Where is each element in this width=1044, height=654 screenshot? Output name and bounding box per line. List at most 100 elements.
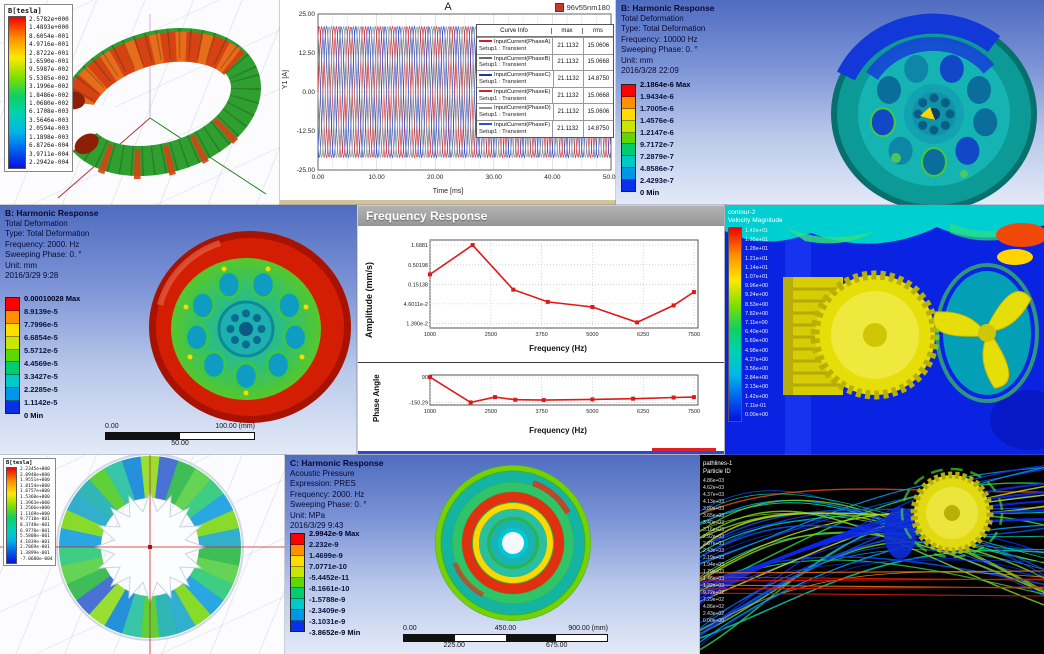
info-line: Expression: PRES xyxy=(290,479,356,488)
legend-value: 3.40e+03 xyxy=(703,520,724,526)
legend-value: 3.65e+03 xyxy=(703,513,724,519)
acoustic-pressure-panel: C: Harmonic Response Acoustic Pressure Exp… xyxy=(284,454,701,654)
info-line: Sweeping Phase: 0. ° xyxy=(5,250,82,259)
colorbar xyxy=(290,533,305,632)
info-line: Sweeping Phase: 0. ° xyxy=(290,500,367,509)
legend-value: 4.27e+00 xyxy=(745,356,769,363)
window-body: Amplitude (mm/s) 1.6881 0.50198 0.15138 4.6… xyxy=(358,226,724,454)
legend-value: 2.2345e+000 xyxy=(20,467,50,472)
frequency-response-window: Frequency Response Amplitude (mm/s) 1.68… xyxy=(356,204,726,456)
legend-value: 3.5646e-003 xyxy=(29,116,69,124)
info-line: Frequency: 2000. Hz xyxy=(290,489,365,499)
legend-value: 1.8486e-002 xyxy=(29,91,69,99)
legend-value: 1.3899e-001 xyxy=(20,550,50,556)
legend-value: -7.0680e-004 xyxy=(20,556,53,562)
plot-window-icon xyxy=(554,3,564,12)
series-setup: Setup1 : Transient xyxy=(479,78,527,85)
svg-text:30.00: 30.00 xyxy=(486,174,503,181)
svg-text:25.00: 25.00 xyxy=(299,11,316,18)
legend-value: 1.21e+01 xyxy=(745,255,769,262)
field-legend: B[tesla] 2.5782e+000 1.4893e+000 8.6054e-0… xyxy=(4,4,73,172)
legend-value: 8.6054e-001 xyxy=(29,32,69,40)
legend-value: 2.7869e-001 xyxy=(20,545,50,551)
legend-value: 2.67e+03 xyxy=(703,541,724,547)
svg-text:0.50198: 0.50198 xyxy=(408,263,428,269)
legend-values: 2.2345e+000 2.0948e+000 1.9551e+000 1.8154e… xyxy=(20,467,53,564)
current-plot-panel: A 96v55nm180 Y1 [A] 25.00 12.50 0.00 -12.50… xyxy=(279,0,617,206)
svg-text:-12.50: -12.50 xyxy=(297,128,316,135)
legend-value: 0.00010028 Max xyxy=(24,294,81,303)
info-line: Type: Total Deformation xyxy=(621,24,706,33)
phase-chart: 90 -150.29 1000 2500 3750 5000 6250 7500 xyxy=(409,374,700,415)
legend-value: 9.24e+00 xyxy=(745,292,769,299)
legend-value: 3.1996e-002 xyxy=(29,83,69,91)
colorband xyxy=(622,180,635,192)
legend-value: 8.3748e-001 xyxy=(20,522,50,528)
series-name: InputCurrent(PhaseD) xyxy=(494,105,551,112)
legend-value: 3.56e+00 xyxy=(745,366,769,373)
legend-value: 9.7718e-001 xyxy=(20,517,50,523)
plot-badge: 96v55nm180 xyxy=(554,3,610,12)
col-rms: rms xyxy=(582,27,613,34)
series-max: 21.1132 xyxy=(552,38,582,54)
series-max: 21.1132 xyxy=(552,71,583,87)
series-setup: Setup1 : Transient xyxy=(479,62,527,69)
legend-value: 4.86e+02 xyxy=(703,604,724,610)
legend-value: 1.4699e-9 xyxy=(309,551,343,560)
svg-text:-25.00: -25.00 xyxy=(297,167,316,174)
velocity-legend: contour-2 Velocity Magnitude 1.42e+01 1.3… xyxy=(728,209,783,422)
legend-values: 0.00010028 Max 8.9139e-5 7.7996e-5 6.6854e-… xyxy=(24,292,80,422)
legend-value: 0.00e+00 xyxy=(745,412,769,419)
legend-value: 1.70e+03 xyxy=(703,569,724,575)
series-rms: 15.0668 xyxy=(582,87,613,104)
svg-text:0.00: 0.00 xyxy=(302,89,315,96)
table-row: InputCurrent(PhaseD) Setup1 : Transient … xyxy=(477,103,613,120)
info-line: C: Harmonic Response xyxy=(290,458,384,468)
series-name: InputCurrent(PhaseE) xyxy=(494,88,551,95)
legend-value: 7.29e+02 xyxy=(703,597,724,603)
legend-title: pathlines-1 xyxy=(703,461,733,467)
gear-model xyxy=(783,270,940,400)
legend-value: 1.8154e+000 xyxy=(20,483,50,489)
svg-text:40.00: 40.00 xyxy=(544,174,561,181)
amplitude-chart: 1.6881 0.50198 0.15138 4.6011e-2 1.390e-2 100… xyxy=(404,239,700,338)
legend-value: 2.232e-9 xyxy=(309,540,339,549)
legend-value: 4.37e+03 xyxy=(703,492,724,498)
svg-text:12.50: 12.50 xyxy=(299,50,316,57)
acoustic-disc-model xyxy=(435,465,591,621)
series-name: InputCurrent(PhaseC) xyxy=(494,72,551,79)
col-max: max xyxy=(551,27,582,34)
legend-value: 1.1169e+000 xyxy=(20,511,50,517)
svg-text:5000: 5000 xyxy=(586,332,598,338)
result-info: C: Harmonic Response Acoustic Pressure Exp… xyxy=(290,458,384,532)
fan-model xyxy=(933,263,1039,403)
legend-value: 1.28e+01 xyxy=(745,246,769,253)
legend-value: 2.5782e+000 xyxy=(29,16,69,23)
legend-value: 6.1708e-003 xyxy=(29,108,69,116)
table-header: Curve Info max rms xyxy=(477,25,613,37)
legend-value: 2.9942e-9 Max xyxy=(309,529,360,538)
colorband xyxy=(622,156,635,169)
col-curve-info: Curve Info xyxy=(500,27,528,34)
colorband xyxy=(291,534,304,545)
colorband xyxy=(6,298,19,311)
legend-value: 2.8722e-001 xyxy=(29,49,69,57)
streamlines-scene xyxy=(700,465,1044,651)
legend-value: 7.11e+00 xyxy=(745,320,768,327)
flywheel-model xyxy=(831,13,1037,205)
legend-value: 1.2147e-6 xyxy=(640,128,674,137)
legend-value: 0 Min xyxy=(24,411,44,420)
legend-value: 7.82e+00 xyxy=(745,310,769,317)
legend-value: 4.86e+03 xyxy=(703,478,724,484)
svg-text:90: 90 xyxy=(422,375,428,381)
svg-text:1.390e-2: 1.390e-2 xyxy=(406,321,428,327)
legend-value: 2.1864e-6 Max xyxy=(640,80,691,89)
legend-value: 1.07e+01 xyxy=(745,274,769,281)
svg-text:7500: 7500 xyxy=(688,409,700,415)
legend-value: 6.40e+00 xyxy=(745,329,769,336)
info-line: Frequency: 2000. Hz xyxy=(5,239,80,249)
window-titlebar[interactable]: Frequency Response xyxy=(358,206,724,226)
legend-value: 4.1839e-001 xyxy=(20,539,50,545)
info-line: Unit: mm xyxy=(5,260,37,270)
